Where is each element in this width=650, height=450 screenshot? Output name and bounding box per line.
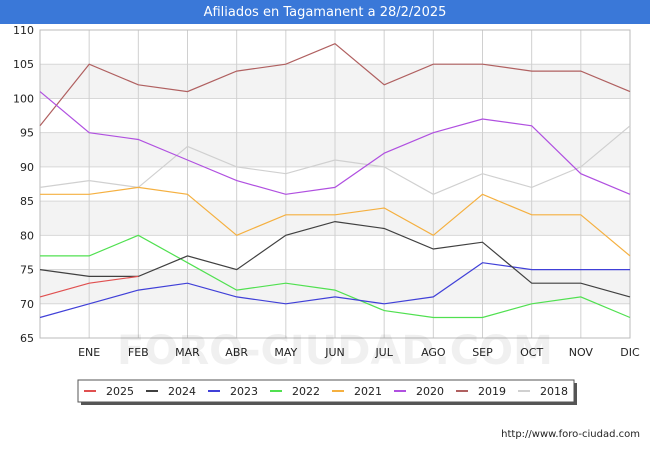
y-tick-label: 90 <box>20 161 34 174</box>
series-line-2021 <box>40 186 631 257</box>
chart-title: Afiliados en Tagamanent a 28/2/2025 <box>0 0 650 24</box>
series-line-2019 <box>39 43 631 127</box>
legend-label-2023: 2023 <box>230 385 258 398</box>
x-tick-label: OCT <box>520 346 543 359</box>
x-tick-label: DIC <box>620 346 640 359</box>
y-tick-label: 65 <box>20 332 34 345</box>
x-tick-label: MAR <box>175 346 200 359</box>
series-line-2023 <box>39 262 630 319</box>
legend-box <box>77 379 575 403</box>
y-tick-label: 85 <box>20 195 34 208</box>
y-tick-label: 80 <box>20 229 34 242</box>
y-tick-label: 95 <box>20 127 34 140</box>
legend-label-2025: 2025 <box>106 385 134 398</box>
y-tick-label: 105 <box>13 58 34 71</box>
source-url[interactable]: http://www.foro-ciudad.com <box>501 429 640 440</box>
x-tick-label: MAY <box>274 346 297 359</box>
watermark: FORO-CIUDAD.COM <box>117 328 553 374</box>
y-tick-label: 100 <box>13 92 34 105</box>
legend-label-2022: 2022 <box>292 385 320 398</box>
y-tick-label: 110 <box>13 24 34 37</box>
legend-label-2019: 2019 <box>478 385 506 398</box>
legend-label-2024: 2024 <box>168 385 196 398</box>
y-tick-label: 70 <box>20 298 34 311</box>
legend-label-2018: 2018 <box>540 385 568 398</box>
line-chart: 65 70 75 80 85 90 95 100 105 110 ENE FEB MAR ABR MAY JU… <box>13 24 640 405</box>
x-tick-label: SEP <box>472 346 493 359</box>
x-tick-label: NOV <box>569 346 594 359</box>
x-tick-label: AGO <box>421 346 446 359</box>
legend-label-2021: 2021 <box>354 385 382 398</box>
plot-frame <box>39 29 631 339</box>
legend-label-2020: 2020 <box>416 385 444 398</box>
x-tick-label: FEB <box>128 346 149 359</box>
series-line-2022 <box>40 234 631 319</box>
x-tick-label: JUN <box>324 346 345 359</box>
series-line-2020 <box>39 91 631 195</box>
x-tick-label: JUL <box>374 346 393 359</box>
series-line-2025 <box>39 275 139 298</box>
y-tick-label: 75 <box>20 264 34 277</box>
x-tick-label: ENE <box>78 346 100 359</box>
x-tick-label: ABR <box>225 346 248 359</box>
